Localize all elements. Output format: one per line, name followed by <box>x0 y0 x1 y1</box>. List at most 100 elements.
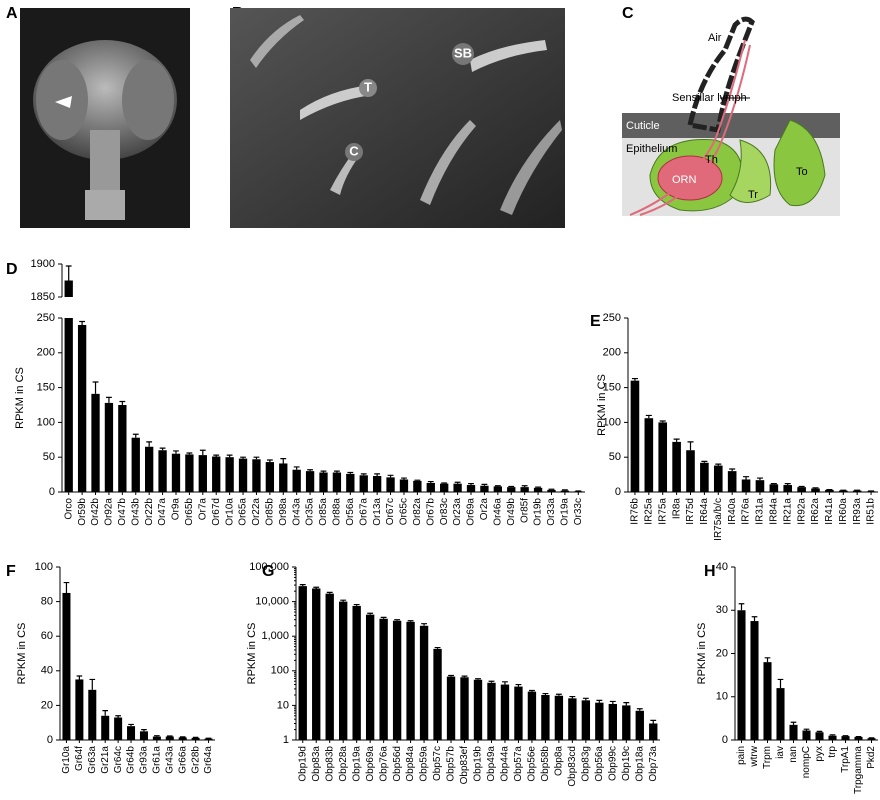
bar <box>359 475 368 492</box>
error-bar <box>421 623 427 626</box>
error-bar <box>115 715 121 718</box>
bar <box>825 489 834 492</box>
sem-label: SB <box>454 45 472 60</box>
bar <box>292 469 301 492</box>
x-tick-label: Gr66a <box>177 746 188 774</box>
x-tick-label: IR51b <box>866 498 877 525</box>
error-bar <box>529 689 535 692</box>
error-bar <box>645 414 652 419</box>
bar <box>649 723 658 740</box>
y-tick-label: 0 <box>615 486 621 498</box>
x-tick-label: Or23a <box>452 498 463 526</box>
bar <box>460 677 469 740</box>
x-tick-label: Or67d <box>211 498 222 526</box>
x-tick-label: Gr93a <box>139 746 150 774</box>
x-tick-label: Gr43a <box>164 746 175 774</box>
x-tick-label: IR75d <box>685 498 696 525</box>
error-bar <box>434 646 441 649</box>
error-bar <box>166 735 173 737</box>
diagram-label: Sensillar lymph <box>672 92 747 104</box>
bar <box>622 705 631 740</box>
error-bar <box>226 454 233 458</box>
x-tick-label: Obp58b <box>540 746 551 782</box>
x-tick-label: Or22a <box>251 498 262 526</box>
x-tick-label: Or2a <box>479 498 490 521</box>
bar <box>413 480 422 492</box>
x-tick-label: Or65a <box>238 498 249 526</box>
bar <box>815 732 824 740</box>
x-tick-label: Or83c <box>439 498 450 525</box>
bar <box>114 717 123 740</box>
sem-label: C <box>349 143 359 158</box>
x-tick-label: IR60a <box>838 498 849 525</box>
bar <box>386 477 395 492</box>
x-tick-label: Or35a <box>305 498 316 526</box>
error-bar <box>609 700 616 704</box>
bar <box>487 682 496 740</box>
x-tick-label: Trpgamma <box>853 746 864 794</box>
bar <box>737 610 746 740</box>
bar <box>581 700 591 740</box>
x-tick-label: Obp19a <box>351 746 362 782</box>
error-bar <box>738 603 745 611</box>
y-tick-label: 40 <box>41 665 53 677</box>
x-tick-label: IR21a <box>782 498 793 525</box>
bar <box>279 463 288 492</box>
error-bar <box>374 473 381 476</box>
diagram-label: Cuticle <box>626 120 660 132</box>
bar <box>392 620 402 740</box>
bar <box>399 479 409 492</box>
bar <box>547 489 556 492</box>
bar <box>252 459 261 492</box>
bar <box>554 695 564 740</box>
y-tick-label: 10,000 <box>255 596 289 608</box>
error-bar <box>119 400 126 405</box>
error-bar <box>488 680 495 683</box>
error-bar <box>596 699 603 703</box>
x-tick-label: Obp49a <box>486 746 497 782</box>
y-axis-label: RPKM in CS <box>246 623 258 685</box>
error-bar <box>673 438 680 442</box>
bar <box>339 601 348 740</box>
x-tick-label: Or47a <box>157 498 168 526</box>
error-bar <box>141 729 147 732</box>
bar <box>763 662 772 740</box>
x-tick-label: Or67a <box>358 498 369 526</box>
y-tick-label: 40 <box>716 561 728 573</box>
x-tick-label: Or43a <box>291 498 302 526</box>
bar <box>104 402 114 492</box>
y-tick-label: 1 <box>283 734 289 746</box>
error-bar <box>743 476 750 480</box>
x-tick-label: Or47b <box>117 498 128 526</box>
bar <box>520 487 529 492</box>
error-bar <box>159 447 166 451</box>
bar <box>185 454 194 492</box>
error-bar <box>353 603 360 606</box>
bar <box>500 684 510 740</box>
bar <box>332 472 342 492</box>
y-tick-label: 250 <box>603 312 621 324</box>
x-tick-label: Gr64b <box>126 746 137 774</box>
panel-letter: E <box>590 313 601 330</box>
x-tick-label: Or69a <box>466 498 477 526</box>
y-tick-label: 80 <box>41 596 53 608</box>
y-axis-label: RPKM in CS <box>14 367 26 429</box>
x-tick-label: Orco <box>63 498 74 520</box>
panel-letter: G <box>262 563 274 580</box>
error-bar <box>777 678 784 689</box>
x-tick-label: IR41a <box>824 498 835 525</box>
bar <box>64 280 73 297</box>
x-tick-label: nan <box>788 746 799 763</box>
y-tick-label: 20 <box>41 699 53 711</box>
bar <box>212 456 221 492</box>
error-bar <box>582 697 589 701</box>
y-tick-label: 100 <box>271 665 289 677</box>
plot-region <box>64 265 73 297</box>
error-bar <box>280 457 287 464</box>
x-tick-label: Obp69a <box>365 746 376 782</box>
error-bar <box>199 449 206 456</box>
bar <box>91 393 100 492</box>
error-bar <box>240 456 246 459</box>
error-bar <box>394 619 401 621</box>
error-bar <box>76 675 83 680</box>
